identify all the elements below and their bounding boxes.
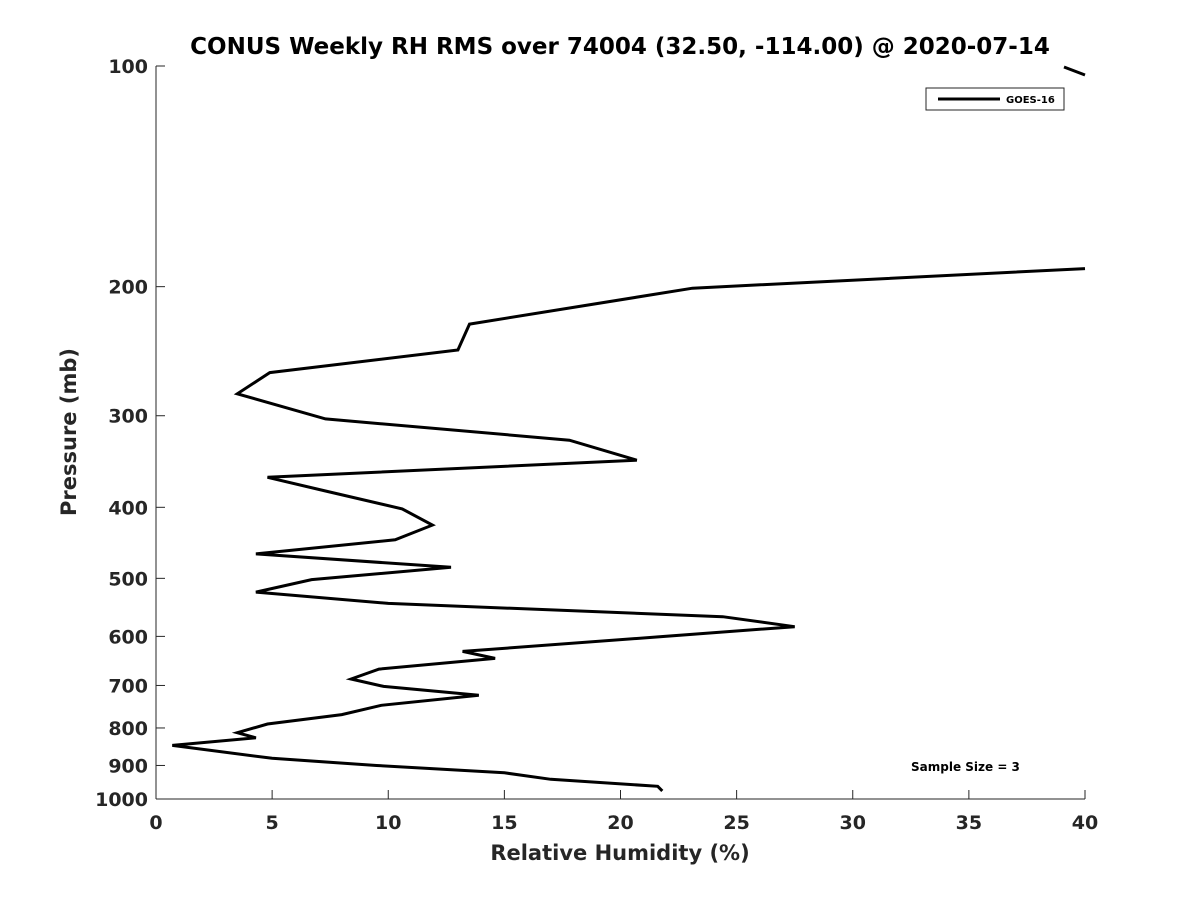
x-tick-label: 10 bbox=[375, 812, 401, 834]
y-tick-label: 500 bbox=[108, 568, 148, 590]
y-tick-label: 400 bbox=[108, 497, 148, 519]
y-ticks: 100 200 300 400 500 600 700 800 900 1000 bbox=[95, 56, 165, 811]
y-axis-label: Pressure (mb) bbox=[57, 348, 81, 516]
x-tick-label: 35 bbox=[956, 812, 982, 834]
x-tick-label: 20 bbox=[607, 812, 633, 834]
y-tick-label: 800 bbox=[108, 718, 148, 740]
y-tick-label: 300 bbox=[108, 406, 148, 428]
series-line-clipped-segment bbox=[1063, 65, 1086, 77]
x-tick-label: 40 bbox=[1072, 812, 1098, 834]
y-tick-label: 100 bbox=[108, 56, 148, 78]
plot-area: 0 5 10 15 20 25 30 35 40 100 200 300 400 500 600 700 80… bbox=[95, 56, 1098, 834]
x-tick-label: 0 bbox=[149, 812, 162, 834]
y-tick-label: 600 bbox=[108, 626, 148, 648]
x-tick-label: 25 bbox=[723, 812, 749, 834]
x-tick-label: 5 bbox=[266, 812, 279, 834]
legend: GOES-16 bbox=[925, 87, 1065, 111]
x-axis-label: Relative Humidity (%) bbox=[490, 841, 749, 865]
y-tick-label: 1000 bbox=[95, 789, 148, 811]
x-tick-label: 15 bbox=[491, 812, 517, 834]
x-ticks: 0 5 10 15 20 25 30 35 40 bbox=[149, 790, 1098, 834]
series-line-goes-16 bbox=[172, 267, 1086, 792]
legend-entry-goes-16: GOES-16 bbox=[1006, 95, 1055, 106]
y-tick-label: 200 bbox=[108, 277, 148, 299]
chart-title: CONUS Weekly RH RMS over 74004 (32.50, -… bbox=[190, 34, 1050, 60]
y-tick-label: 900 bbox=[108, 755, 148, 777]
x-tick-label: 30 bbox=[840, 812, 866, 834]
y-tick-label: 700 bbox=[108, 675, 148, 697]
sample-size-annotation: Sample Size = 3 bbox=[911, 760, 1020, 774]
